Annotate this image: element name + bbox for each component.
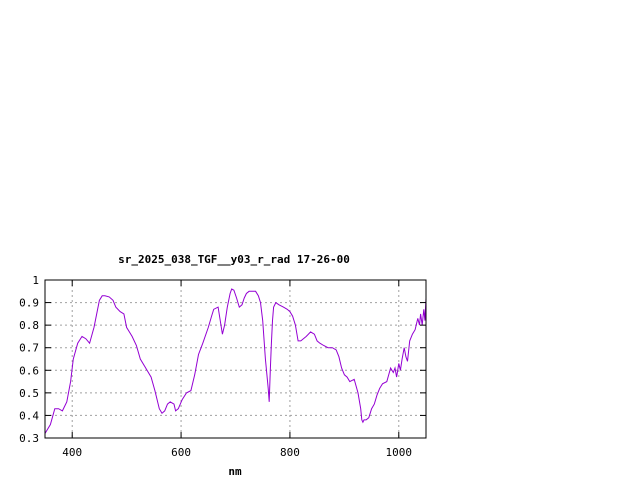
- y-tick-label: 0.7: [19, 342, 39, 355]
- series-layer: [44, 288, 427, 434]
- x-tick-label: 400: [62, 446, 82, 459]
- plot-frame: [44, 279, 427, 439]
- y-tick-label: 0.6: [19, 364, 39, 377]
- x-tick-label: 1000: [386, 446, 413, 459]
- tick-layer: 0.3 0.4 0.5 0.6 0.7 0.8 0.9 1 400 600 800 1000: [19, 274, 426, 459]
- x-tick-label: 800: [280, 446, 300, 459]
- grid: [45, 280, 426, 438]
- x-axis-title: nm: [228, 465, 242, 478]
- y-tick-label: 1: [32, 274, 39, 287]
- y-tick-label: 0.4: [19, 409, 39, 422]
- x-tick-label: 600: [171, 446, 191, 459]
- y-tick-label: 0.5: [19, 387, 39, 400]
- y-tick-label: 0.8: [19, 319, 39, 332]
- y-tick-label: 0.3: [19, 432, 39, 445]
- y-tick-label: 0.9: [19, 297, 39, 310]
- chart-title: sr_2025_038_TGF__y03_r_rad 17-26-00: [118, 253, 350, 266]
- spectrum-series-line: [44, 288, 427, 434]
